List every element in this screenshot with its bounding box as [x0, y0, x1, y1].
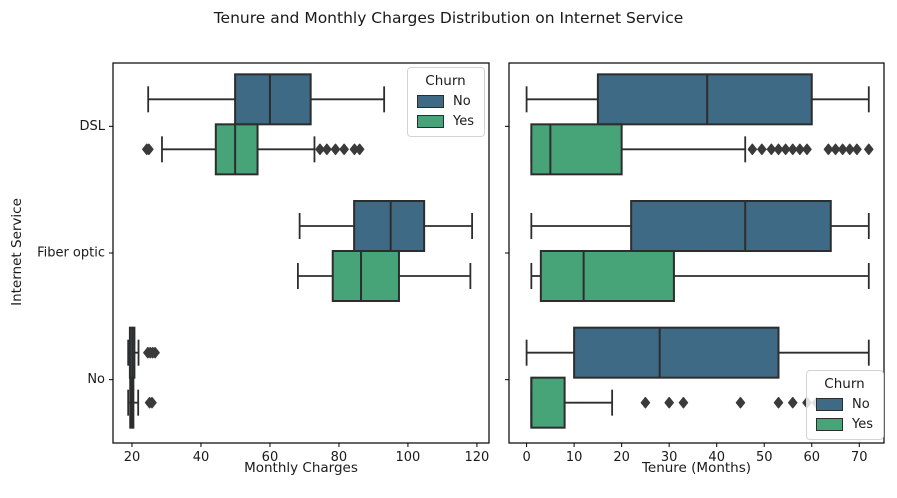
box-no [630, 200, 832, 252]
outlier-marker [864, 143, 874, 156]
x-tick-label: 120 [465, 450, 490, 465]
axes-border [508, 62, 885, 444]
outlier-marker [735, 396, 746, 409]
x-tick-label: 30 [661, 450, 678, 465]
box-yes [530, 123, 623, 176]
outlier-marker [830, 143, 841, 156]
outlier-marker [845, 143, 855, 156]
tenure-subplot: 0 10 20 30 40 50 60 70 Tenure (Months) [505, 62, 885, 476]
x-tick-label: 20 [613, 450, 630, 465]
x-tick-label: 0 [522, 450, 530, 465]
legend-swatch-no [816, 398, 843, 411]
legend-item-no: No [816, 397, 873, 412]
outlier-marker [322, 143, 332, 156]
outlier-marker [330, 143, 341, 156]
legend-swatch-no [417, 95, 444, 108]
x-tick-label: 20 [124, 450, 141, 465]
legend-title: Churn [425, 73, 466, 89]
x-tick-label: 40 [193, 450, 210, 465]
boxplot-canvas-tenure: 0 10 20 30 40 50 60 70 [505, 62, 885, 465]
outlier-marker [773, 396, 784, 409]
legend-swatch-yes [816, 418, 843, 431]
outlier-marker [147, 396, 157, 409]
legend-swatch-yes [417, 115, 444, 128]
x-axis-label-tenure: Tenure (Months) [641, 460, 752, 476]
box-yes [530, 376, 566, 429]
legend-label-yes: Yes [453, 114, 474, 129]
outlier-marker [823, 143, 834, 156]
y-axis-label: Internet Service [9, 198, 25, 306]
y-tick-label: Fiber optic [37, 246, 105, 261]
outlier-marker [802, 143, 812, 156]
outlier-marker [766, 143, 777, 156]
x-tick-label: 40 [708, 450, 725, 465]
legend-label-no: No [852, 397, 870, 412]
outlier-marker [780, 143, 791, 156]
outlier-marker [640, 396, 651, 409]
box-yes [539, 250, 675, 302]
box-no [234, 73, 312, 126]
x-tick-label: 60 [262, 450, 279, 465]
box-no [573, 326, 780, 379]
x-tick-label: 100 [396, 450, 421, 465]
monthly-charges-subplot: 20 40 60 80 100 120 DSL Fiber optic No Monthly C… [37, 62, 490, 476]
outlier-marker [837, 143, 848, 156]
legend-label-no: No [453, 94, 471, 109]
legend-label-yes: Yes [852, 417, 873, 432]
y-tick-label: DSL [79, 119, 105, 134]
box-yes [331, 250, 400, 302]
box-no [353, 200, 426, 252]
outlier-marker [339, 143, 349, 156]
outlier-marker [787, 396, 798, 409]
legend-title: Churn [824, 376, 865, 392]
legend-churn-right: Churn No Yes [806, 370, 884, 440]
outlier-marker [144, 143, 154, 156]
outlier-marker [757, 143, 767, 156]
legend-item-yes: Yes [417, 114, 474, 129]
figure-title: Tenure and Monthly Charges Distribution … [213, 9, 684, 27]
axes-border [112, 62, 490, 444]
x-tick-label: 70 [851, 450, 868, 465]
outlier-marker [795, 143, 805, 156]
y-tick-label: No [87, 372, 105, 387]
outlier-marker [852, 143, 862, 156]
outlier-marker [773, 143, 784, 156]
box-no [596, 73, 813, 126]
legend-item-yes: Yes [816, 417, 873, 432]
x-tick-label: 50 [756, 450, 773, 465]
outlier-marker [315, 143, 325, 156]
x-tick-label: 10 [566, 450, 583, 465]
x-tick-label: 60 [803, 450, 820, 465]
box-yes [214, 123, 259, 176]
outlier-marker [354, 143, 365, 156]
boxplot-canvas-monthly-charges: 20 40 60 80 100 120 DSL Fiber optic No [37, 62, 490, 465]
x-axis-label-monthly-charges: Monthly Charges [244, 460, 358, 476]
legend-item-no: No [417, 94, 474, 109]
x-tick-label: 80 [331, 450, 348, 465]
outlier-marker [664, 396, 674, 409]
outlier-marker [787, 143, 798, 156]
outlier-marker [150, 346, 160, 359]
outlier-marker [678, 396, 689, 409]
legend-churn-left: Churn No Yes [407, 67, 485, 137]
outlier-marker [747, 143, 758, 156]
